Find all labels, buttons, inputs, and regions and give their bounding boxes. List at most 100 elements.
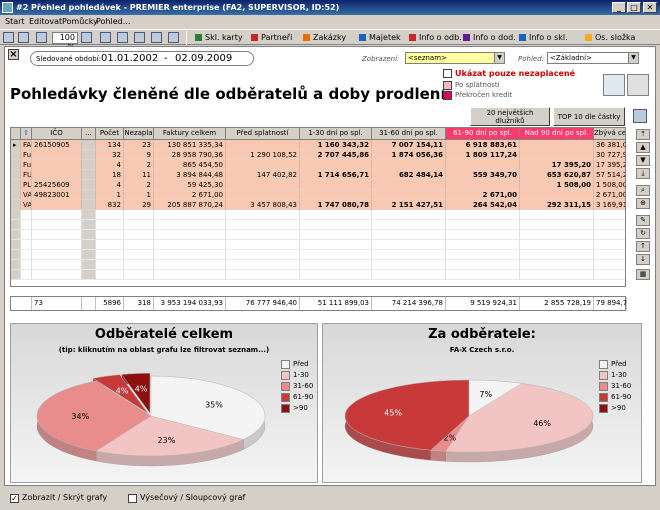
print-icon[interactable] bbox=[134, 32, 145, 43]
pie-slice-1-30[interactable] bbox=[95, 415, 244, 457]
table-cell: 28 958 790,36 bbox=[154, 150, 226, 160]
close-window-button[interactable]: ✕ bbox=[643, 2, 657, 13]
empty-cell bbox=[372, 240, 446, 250]
empty-cell bbox=[82, 240, 96, 250]
pie-bar-checkbox[interactable] bbox=[128, 494, 137, 503]
top10-amount-button[interactable]: TOP 10 dle částky bbox=[553, 107, 625, 126]
sort-asc-icon[interactable]: ↑ bbox=[636, 241, 650, 252]
zoom-level[interactable]: 100 % bbox=[52, 32, 78, 52]
pie-chart-left[interactable]: 35% 23% 34% 4% 4% bbox=[11, 324, 319, 484]
sort-desc-icon[interactable]: ↓ bbox=[636, 254, 650, 265]
table-cell: FA bbox=[21, 140, 32, 150]
table-cell bbox=[520, 150, 594, 160]
empty-cell bbox=[96, 210, 124, 220]
zoom-icon[interactable]: ⊕ bbox=[636, 198, 650, 209]
col-d2[interactable]: 31-60 dní po spl. bbox=[372, 128, 446, 140]
filter-icon[interactable] bbox=[633, 109, 647, 123]
col-pred[interactable]: Před splatností bbox=[226, 128, 300, 140]
top20-debtors-button[interactable]: 20 největších dlužníků bbox=[470, 107, 550, 126]
pie-slice-1-30[interactable] bbox=[445, 383, 594, 453]
menu-pomucky[interactable]: Pomůcky bbox=[62, 17, 98, 26]
grid-icon[interactable] bbox=[3, 32, 14, 43]
empty-row bbox=[11, 210, 625, 220]
empty-row bbox=[11, 270, 625, 280]
info-odb-button[interactable]: Info o odb. bbox=[408, 31, 462, 45]
prev-record-icon[interactable]: ▲ bbox=[636, 142, 650, 153]
pie-slice-61-90[interactable] bbox=[92, 374, 149, 414]
refresh-record-icon[interactable]: ↻ bbox=[636, 228, 650, 239]
next-record-icon[interactable]: ▼ bbox=[636, 155, 650, 166]
refresh-icon[interactable] bbox=[18, 32, 29, 43]
zoom-out-icon[interactable] bbox=[36, 32, 47, 43]
display-select[interactable]: <seznam> ▼ bbox=[405, 52, 505, 64]
os-slozka-button[interactable]: Os. složka bbox=[584, 31, 635, 45]
col-nezapl[interactable]: Nezapla bbox=[124, 128, 154, 140]
bin-icon[interactable] bbox=[168, 32, 179, 43]
maximize-button[interactable]: □ bbox=[627, 2, 641, 13]
pie-chart-right[interactable]: 7% 46% 2% 45% bbox=[323, 324, 643, 484]
menu-start[interactable]: Start bbox=[5, 17, 25, 26]
col-d4[interactable]: Nad 90 dní po spl. bbox=[520, 128, 594, 140]
zoom-in-icon[interactable] bbox=[81, 32, 92, 43]
printer-icon[interactable] bbox=[627, 74, 649, 96]
table-cell: 6 918 883,61 bbox=[446, 140, 520, 150]
col-d3[interactable]: 61-90 dní po spl. bbox=[446, 128, 520, 140]
view-select[interactable]: <Základní> ▼ bbox=[547, 52, 639, 64]
table-icon[interactable] bbox=[117, 32, 128, 43]
minimize-button[interactable]: _ bbox=[612, 2, 626, 13]
copy-icon[interactable] bbox=[151, 32, 162, 43]
table-cell bbox=[11, 160, 21, 170]
empty-cell bbox=[82, 220, 96, 230]
menu-pohled[interactable]: Pohled... bbox=[96, 17, 131, 26]
menu-editovat[interactable]: Editovat bbox=[29, 17, 63, 26]
totals-d1: 51 111 899,03 bbox=[300, 297, 372, 310]
empty-cell bbox=[11, 220, 21, 230]
only-unpaid-checkbox[interactable] bbox=[443, 69, 452, 78]
show-charts-checkbox[interactable]: ✓ bbox=[10, 494, 19, 503]
table-cell bbox=[11, 170, 21, 180]
edit-icon[interactable]: ✎ bbox=[636, 215, 650, 226]
col-celkem[interactable]: Faktury celkem bbox=[154, 128, 226, 140]
chart-right-subtitle: FA-X Czech s.r.o. bbox=[449, 346, 515, 354]
pie-slice-31-60[interactable] bbox=[36, 380, 152, 452]
col-zbyva[interactable]: Zbývá celk bbox=[594, 128, 625, 140]
first-record-icon[interactable]: ⤒ bbox=[636, 129, 650, 140]
table-cell bbox=[226, 190, 300, 200]
table-cell: 3 457 808,43 bbox=[226, 200, 300, 210]
majetek-button[interactable]: Majetek bbox=[358, 31, 401, 45]
table-cell: 1 bbox=[124, 190, 154, 200]
table-row[interactable]: VAI49823001112 671,002 671,002 671,00 bbox=[11, 190, 625, 200]
empty-cell bbox=[520, 230, 594, 240]
info-dod-button[interactable]: Info o dod. bbox=[462, 31, 516, 45]
chart-per-customer[interactable]: Za odběratele: FA-X Czech s.r.o. 7% 46% 2%… bbox=[322, 323, 642, 483]
date-to-field[interactable]: 02.09.2009 bbox=[175, 53, 233, 64]
table-row[interactable]: ▸ FA 26150905 134 23 130 851 335,34 1 160 343,… bbox=[11, 140, 625, 150]
pie-slice-61-90[interactable] bbox=[344, 379, 470, 451]
col-ico[interactable]: IČO bbox=[32, 128, 82, 140]
export-icon[interactable] bbox=[603, 74, 625, 96]
chart-customers-total[interactable]: Odběratelé celkem (tip: kliknutím na obl… bbox=[10, 323, 318, 483]
document-icon[interactable] bbox=[100, 32, 111, 43]
columns-icon[interactable]: ▦ bbox=[636, 269, 650, 280]
info-skl-button[interactable]: Info o skl. bbox=[518, 31, 568, 45]
last-record-icon[interactable]: ⤓ bbox=[636, 168, 650, 179]
zakazky-button[interactable]: Zakázky bbox=[302, 31, 346, 45]
table-cell: 1 508,00 bbox=[594, 180, 626, 190]
search-icon[interactable]: ⌕ bbox=[636, 185, 650, 196]
pie-slice-Před[interactable] bbox=[150, 375, 266, 440]
date-from-field[interactable]: 01.01.2002 bbox=[101, 53, 159, 64]
close-panel-button[interactable]: × bbox=[8, 49, 19, 60]
col-pocet[interactable]: Počet bbox=[96, 128, 124, 140]
sort-icon[interactable]: ⇧ bbox=[21, 128, 32, 140]
skl-karty-button[interactable]: Skl. karty bbox=[194, 31, 243, 45]
partneri-button[interactable]: Partneři bbox=[250, 31, 292, 45]
table-cell: 1 809 117,24 bbox=[446, 150, 520, 160]
col-more[interactable]: ... bbox=[82, 128, 96, 140]
col-d1[interactable]: 1-30 dní po spl. bbox=[300, 128, 372, 140]
pie-slice->90[interactable] bbox=[121, 372, 151, 414]
